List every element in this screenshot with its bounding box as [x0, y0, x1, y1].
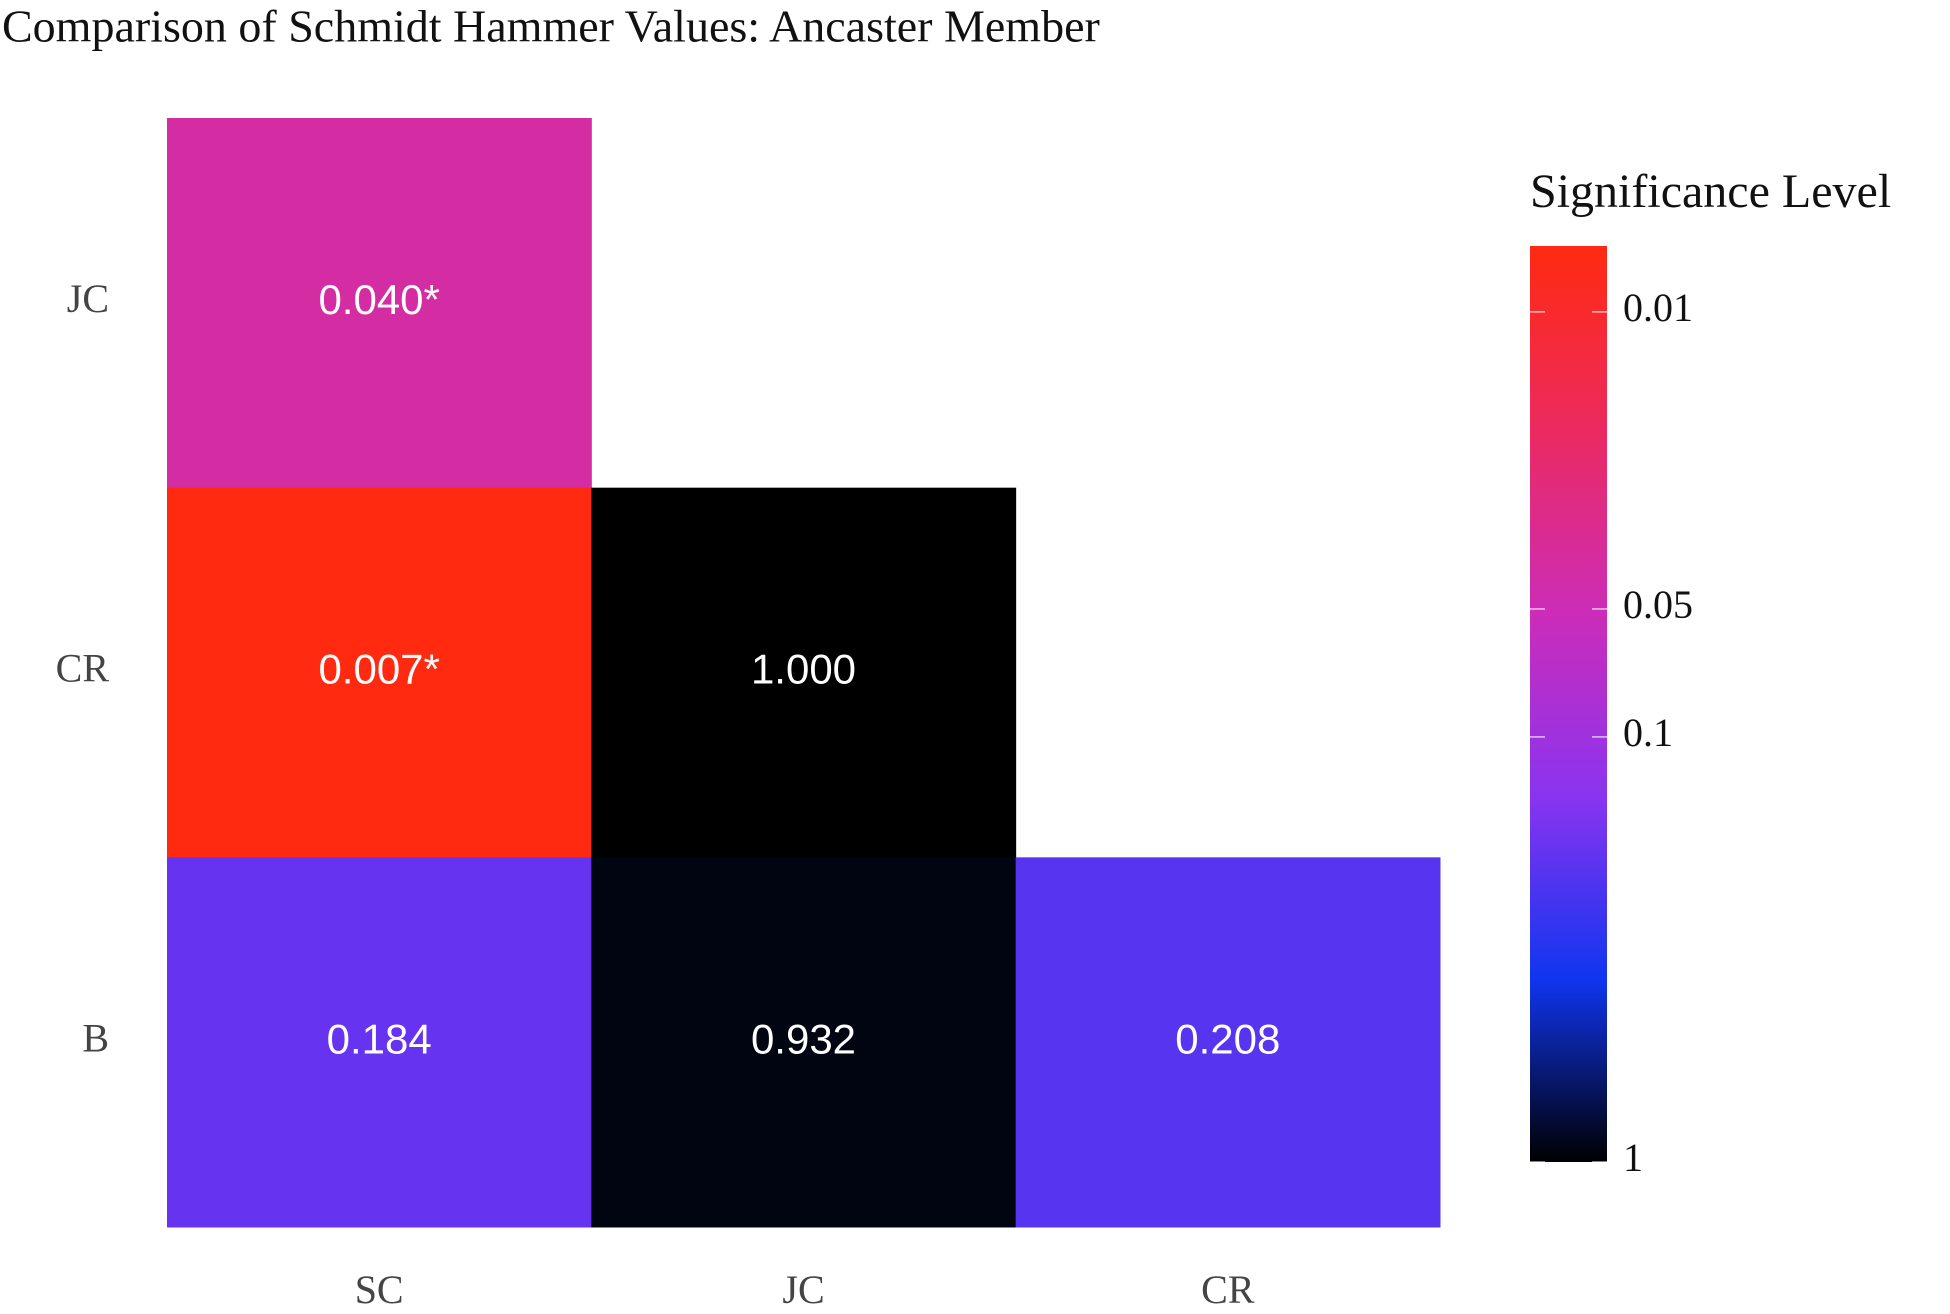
x-tick-label: SC	[355, 1267, 404, 1312]
legend-title: Significance Level	[1530, 165, 1891, 218]
heatmap-cell	[167, 118, 592, 489]
colorbar-tick-label: 0.1	[1623, 710, 1673, 755]
y-tick-label: JC	[67, 276, 109, 321]
x-tick-label: CR	[1201, 1267, 1255, 1312]
cell-label: 0.208	[1175, 1015, 1280, 1062]
cell-label: 0.184	[327, 1015, 432, 1062]
heatmap-cell	[167, 857, 592, 1228]
heatmap-cell	[167, 487, 592, 858]
heatmap-cell	[591, 487, 1017, 858]
y-tick-label: B	[82, 1015, 109, 1060]
x-tick-label: JC	[782, 1267, 824, 1312]
colorbar-tick-label: 1	[1623, 1135, 1643, 1180]
chart-title: Comparison of Schmidt Hammer Values: Anc…	[2, 1, 1100, 52]
heatmap-cell	[1015, 857, 1441, 1228]
cell-label: 0.007*	[318, 646, 439, 693]
cell-label: 0.932	[751, 1015, 856, 1062]
colorbar-tick-label: 0.05	[1623, 582, 1693, 627]
colorbar	[1530, 246, 1607, 1162]
cell-label: 1.000	[751, 646, 856, 693]
colorbar-tick-label: 0.01	[1623, 285, 1693, 330]
cell-label: 0.040*	[318, 276, 439, 323]
y-tick-label: CR	[56, 646, 110, 691]
heatmap-cell	[591, 857, 1017, 1228]
